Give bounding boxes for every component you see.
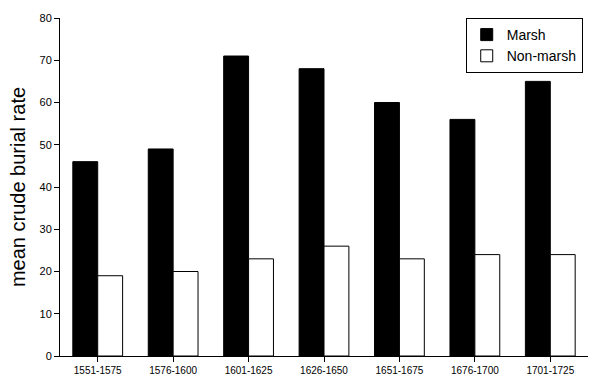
svg-text:1601-1625: 1601-1625 — [225, 365, 273, 376]
svg-text:40: 40 — [40, 181, 52, 193]
svg-text:Non-marsh: Non-marsh — [507, 48, 576, 64]
svg-text:1701-1725: 1701-1725 — [526, 365, 574, 376]
svg-text:mean crude burial rate: mean crude burial rate — [7, 87, 29, 287]
svg-text:1676-1700: 1676-1700 — [451, 365, 499, 376]
svg-text:80: 80 — [40, 12, 52, 24]
svg-text:1626-1650: 1626-1650 — [300, 365, 348, 376]
svg-text:50: 50 — [40, 139, 52, 151]
svg-text:1576-1600: 1576-1600 — [149, 365, 197, 376]
svg-text:30: 30 — [40, 223, 52, 235]
svg-text:1551-1575: 1551-1575 — [74, 365, 122, 376]
svg-text:0: 0 — [46, 350, 52, 362]
svg-text:Marsh: Marsh — [507, 27, 546, 43]
svg-text:20: 20 — [40, 265, 52, 277]
svg-text:1651-1675: 1651-1675 — [376, 365, 424, 376]
svg-text:60: 60 — [40, 96, 52, 108]
svg-text:10: 10 — [40, 308, 52, 320]
svg-text:70: 70 — [40, 54, 52, 66]
